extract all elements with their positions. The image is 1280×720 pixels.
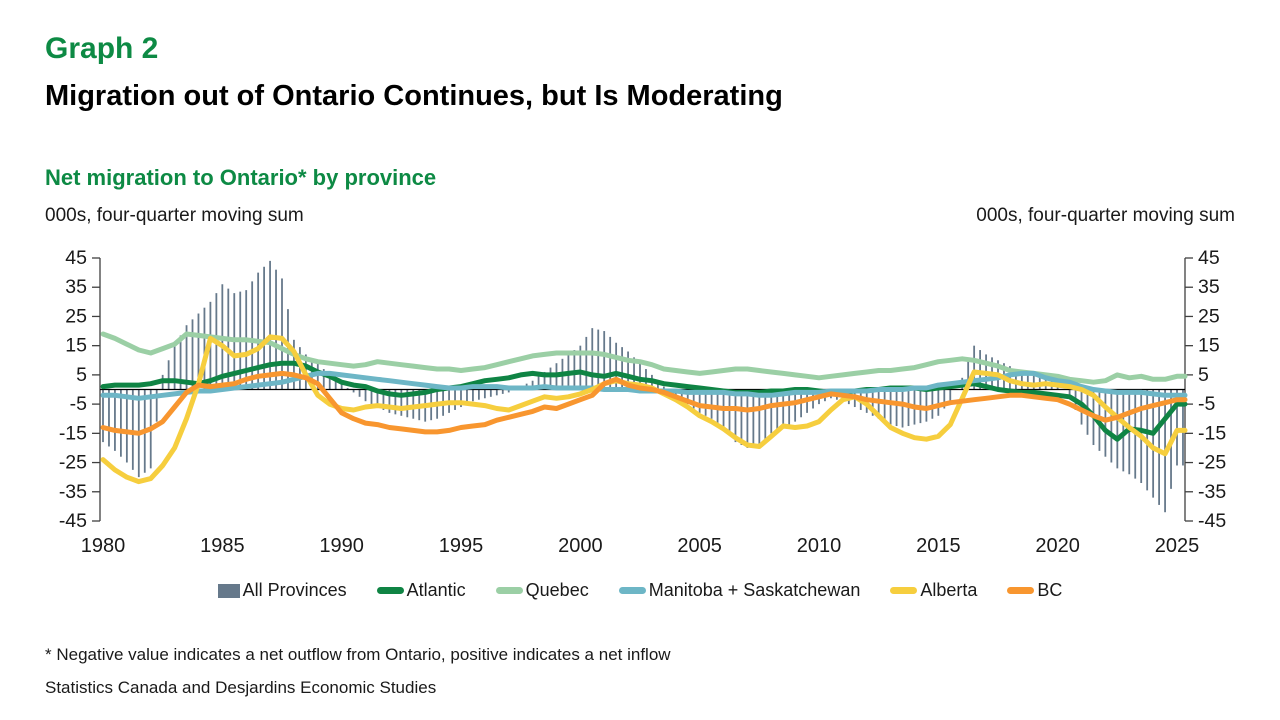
left-tick-label: -25 — [59, 452, 87, 474]
graph-number: Graph 2 — [45, 32, 159, 65]
legend-label-all-provinces: All Provinces — [242, 580, 347, 600]
right-axis-unit-label: 000s, four-quarter moving sum — [976, 205, 1235, 226]
legend-label-atlantic: Atlantic — [406, 580, 466, 600]
x-tick-label: 1985 — [200, 535, 245, 557]
legend-swatch-bc — [1007, 587, 1035, 594]
line-quebec — [100, 331, 1188, 385]
right-tick-label: -5 — [1198, 393, 1215, 415]
legend-swatch-quebec — [495, 587, 523, 594]
x-tick-label: 2000 — [558, 535, 603, 557]
x-tick-label: 1990 — [319, 535, 364, 557]
right-tick-label: -35 — [1198, 481, 1226, 503]
left-tick-label: 45 — [65, 247, 87, 269]
line-alberta — [100, 334, 1188, 485]
x-tick-label: 2005 — [677, 535, 722, 557]
left-tick-label: -5 — [70, 393, 87, 415]
legend-label-quebec: Quebec — [525, 580, 589, 600]
left-tick-label: -45 — [59, 510, 87, 532]
migration-chart: 45 45 35 35 25 25 15 15 5 5 -5 -5 -15 -15 -25 -25 -35 -35… — [59, 247, 1227, 557]
footnote-asterisk: * Negative value indicates a net outflow… — [45, 645, 671, 664]
right-tick-label: 25 — [1198, 305, 1220, 327]
right-tick-label: 45 — [1198, 247, 1220, 269]
right-tick-label: 35 — [1198, 276, 1220, 298]
source-note: Statistics Canada and Desjardins Economi… — [45, 678, 437, 697]
legend-swatch-manitoba-saskatchewan — [618, 587, 646, 594]
x-tick-label: 2020 — [1035, 535, 1080, 557]
legend-item-manitoba-saskatchewan: Manitoba + Saskatchewan — [618, 580, 861, 601]
legend-swatch-alberta — [890, 587, 918, 594]
legend-item-bc: BC — [1007, 580, 1062, 601]
legend-item-atlantic: Atlantic — [376, 580, 466, 601]
line-atlantic — [100, 360, 1188, 442]
left-tick-label: 5 — [76, 364, 87, 386]
x-tick-label: 2015 — [916, 535, 961, 557]
left-tick-label: 25 — [65, 305, 87, 327]
right-tick-label: 5 — [1198, 364, 1209, 386]
x-tick-label: 1995 — [439, 535, 484, 557]
left-tick-label: 15 — [65, 335, 87, 357]
x-tick-label: 2010 — [797, 535, 842, 557]
right-tick-label: -15 — [1198, 422, 1226, 444]
legend-item-alberta: Alberta — [890, 580, 977, 601]
x-tick-label: 1980 — [81, 535, 126, 557]
legend-label-bc: BC — [1037, 580, 1063, 600]
left-axis-unit-label: 000s, four-quarter moving sum — [45, 205, 304, 226]
legend-item-all-provinces: All Provinces — [217, 580, 347, 601]
legend-swatch-all-provinces — [217, 583, 240, 598]
chart-legend: All Provinces Atlantic Quebec Manitoba + Sa… — [0, 580, 1280, 601]
legend-swatch-atlantic — [376, 587, 404, 594]
right-tick-label: -25 — [1198, 452, 1226, 474]
right-tick-label: -45 — [1198, 510, 1226, 532]
legend-item-quebec: Quebec — [495, 580, 589, 601]
left-tick-label: -15 — [59, 422, 87, 444]
x-tick-label: 2025 — [1155, 535, 1200, 557]
legend-label-alberta: Alberta — [920, 580, 978, 600]
left-tick-label: -35 — [59, 481, 87, 503]
legend-label-manitoba-saskatchewan: Manitoba + Saskatchewan — [648, 580, 861, 600]
left-tick-label: 35 — [65, 276, 87, 298]
chart-subtitle: Net migration to Ontario* by province — [45, 165, 437, 190]
right-tick-label: 15 — [1198, 335, 1220, 357]
line-bc — [100, 370, 1188, 436]
page-title: Migration out of Ontario Continues, but … — [45, 80, 783, 112]
